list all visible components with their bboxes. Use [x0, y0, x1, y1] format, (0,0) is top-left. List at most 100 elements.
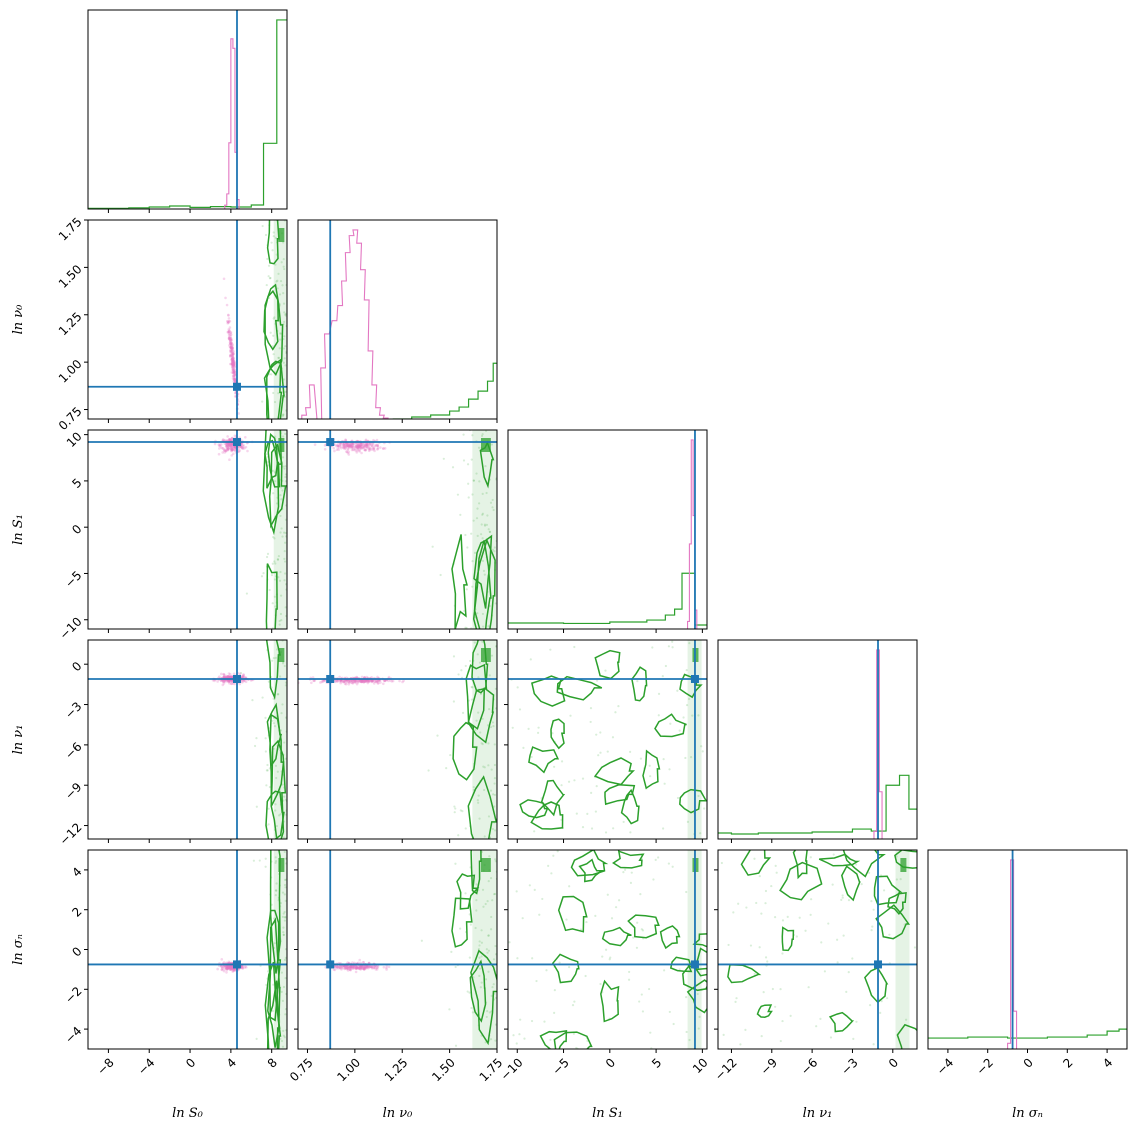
green-sample	[483, 524, 487, 527]
pink-sample	[352, 964, 355, 968]
pink-sample	[310, 681, 313, 685]
green-sample	[258, 859, 261, 862]
pink-sample	[363, 679, 367, 683]
pink-sample	[360, 451, 363, 455]
green-sample	[668, 768, 671, 771]
green-sample	[573, 779, 576, 782]
pink-sample	[338, 675, 341, 679]
pink-sample	[319, 681, 322, 684]
pink-sample	[336, 444, 340, 448]
pink-sample	[227, 964, 230, 968]
green-sample	[283, 1036, 286, 1039]
pink-sample	[372, 446, 376, 449]
pink-sample	[376, 682, 380, 685]
pink-sample	[358, 445, 361, 448]
pink-sample	[356, 443, 360, 447]
pink-sample	[230, 446, 234, 449]
green-sample	[282, 302, 286, 305]
pink-sample	[231, 965, 234, 968]
green-density-peak	[480, 858, 491, 872]
pink-sample	[339, 679, 343, 683]
pink-sample	[221, 968, 224, 972]
green-sample	[478, 480, 481, 483]
pink-sample	[355, 444, 358, 447]
pink-sample	[229, 346, 233, 349]
pink-sample	[230, 444, 233, 447]
green-sample	[855, 863, 858, 866]
pink-sample	[233, 379, 237, 383]
green-contour	[659, 925, 681, 950]
pink-sample	[227, 960, 231, 964]
pink-sample	[346, 965, 350, 968]
pink-sample	[370, 676, 373, 679]
green-sample	[622, 871, 625, 874]
green-sample	[688, 642, 691, 645]
green-sample	[732, 911, 735, 914]
pink-sample	[385, 966, 388, 970]
green-contour	[682, 964, 707, 992]
green-sample	[480, 941, 484, 944]
pink-sample	[234, 445, 237, 449]
green-sample	[490, 994, 493, 997]
panel-content	[718, 640, 917, 839]
green-sample	[239, 671, 243, 675]
green-sample	[597, 754, 600, 757]
pink-sample	[376, 966, 379, 969]
pink-sample	[225, 303, 229, 307]
pink-sample	[221, 683, 225, 687]
pink-sample	[355, 967, 358, 970]
green-sample	[278, 623, 281, 626]
pink-sample	[358, 444, 362, 447]
green-sample	[281, 284, 284, 287]
pink-sample	[229, 350, 232, 354]
green-sample	[657, 856, 660, 859]
green-sample	[669, 722, 672, 725]
pink-sample	[233, 448, 237, 451]
pink-sample	[217, 444, 221, 447]
green-sample	[283, 320, 286, 323]
green-sample	[535, 979, 538, 983]
green-sample	[277, 272, 280, 275]
green-sample	[781, 919, 785, 922]
y-tick-label: 5	[69, 476, 84, 491]
green-contour	[570, 850, 609, 877]
pink-sample	[238, 445, 242, 449]
green-sample	[274, 263, 277, 266]
pink-sample	[360, 965, 364, 969]
pink-sample	[347, 445, 351, 448]
pink-sample	[359, 445, 363, 448]
green-sample	[282, 292, 285, 295]
pink-sample	[359, 966, 363, 969]
x-axis-label-lnS1: ln S₁	[592, 1106, 623, 1121]
green-sample	[275, 280, 278, 283]
green-sample	[274, 562, 277, 565]
green-sample	[486, 724, 490, 727]
pink-sample	[233, 370, 236, 373]
green-density-band	[273, 430, 287, 629]
pink-sample	[372, 438, 375, 442]
panel-content	[718, 850, 917, 1049]
green-sample	[265, 453, 268, 456]
green-sample	[585, 920, 588, 924]
pink-sample	[226, 675, 230, 678]
pink-sample	[217, 452, 221, 456]
panel-frame	[507, 429, 708, 630]
pink-sample	[223, 675, 227, 679]
green-sample	[488, 530, 492, 534]
pink-sample	[234, 373, 237, 377]
pink-sample	[231, 346, 234, 350]
green-sample	[274, 894, 277, 897]
pink-sample	[344, 964, 347, 968]
pink-sample	[221, 447, 224, 450]
green-sample	[283, 878, 287, 881]
pink-sample	[230, 358, 234, 362]
pink-sample	[311, 676, 315, 679]
green-sample	[282, 931, 285, 934]
pink-sample	[227, 672, 231, 675]
x-tick-label: −6	[798, 1055, 820, 1077]
pink-sample	[333, 449, 336, 453]
pink-sample	[226, 966, 230, 970]
pink-sample	[365, 966, 369, 970]
green-sample	[663, 969, 666, 972]
